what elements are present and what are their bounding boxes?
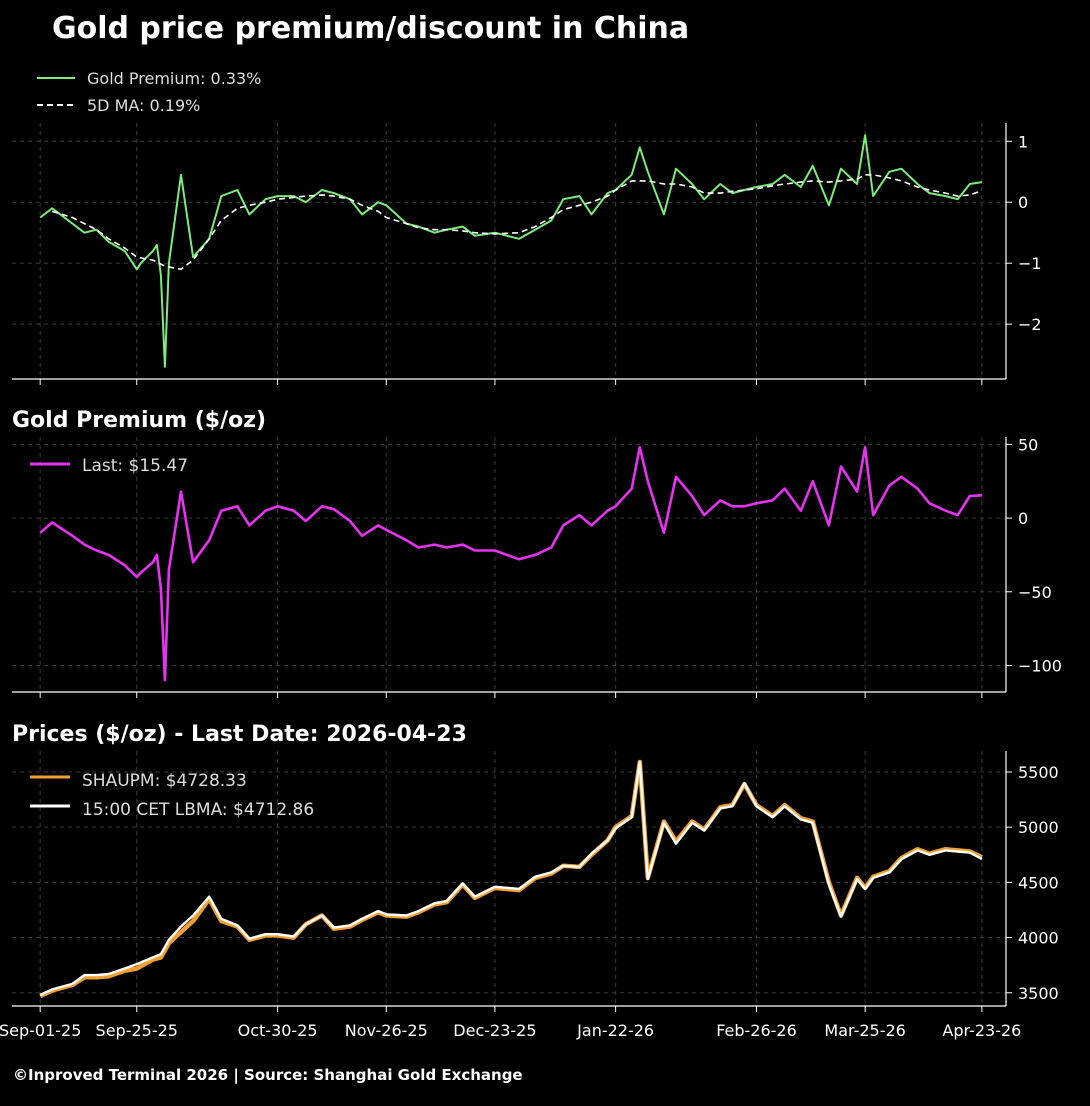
y-tick-label: 4000 (1018, 929, 1059, 948)
x-tick-label: Dec-23-25 (453, 1021, 536, 1040)
panel-1-grid (12, 123, 1007, 380)
footer-source: ©Inproved Terminal 2026 | Source: Shangh… (13, 1066, 523, 1085)
panel-2-legend: Last: $15.47 (30, 456, 188, 476)
series-line-gold-premium (39, 134, 983, 368)
y-tick-label: 1 (1018, 132, 1028, 151)
y-tick-label: 3500 (1018, 984, 1059, 1003)
x-tick-label: Sep-25-25 (96, 1021, 178, 1040)
panel-3-series (39, 759, 983, 999)
x-tick-label: Mar-25-26 (824, 1021, 905, 1040)
y-tick-label: 4500 (1018, 873, 1059, 892)
panel-prices: Prices ($/oz) - Last Date: 2026-04-23 55… (0, 722, 1059, 1040)
y-tick-label: 0 (1018, 193, 1028, 212)
panel-1-xticks (39, 379, 983, 385)
legend-label-last: Last: $15.47 (82, 456, 188, 476)
y-tick-label: 5000 (1018, 818, 1059, 837)
panel-2-xticks (39, 692, 983, 698)
y-tick-label: 5500 (1018, 763, 1059, 782)
y-tick-label: −1 (1018, 254, 1042, 273)
panel-3-legend: SHAUPM: $4728.33 15:00 CET LBMA: $4712.8… (30, 771, 314, 820)
panel-2-yticks: 50 0 −50 −100 (1006, 435, 1062, 675)
panel-1-series (39, 134, 983, 368)
x-tick-label: Oct-30-25 (238, 1021, 318, 1040)
panel-2-grid (12, 437, 1007, 693)
panel-1-legend: Gold Premium: 0.33% 5D MA: 0.19% (37, 69, 261, 115)
y-tick-label: −100 (1018, 656, 1062, 675)
panel-1-yticks: 1 0 −1 −2 (1006, 132, 1042, 334)
y-tick-label: −50 (1018, 583, 1052, 602)
legend-label-lbma: 15:00 CET LBMA: $4712.86 (82, 800, 314, 820)
x-tick-label: Apr-23-26 (942, 1021, 1021, 1040)
legend-label-shaupm: SHAUPM: $4728.33 (82, 771, 247, 791)
panel-premium-usd: Gold Premium ($/oz) 50 0 −50 −100 Last: $15… (12, 408, 1062, 698)
x-tick-label: Jan-22-26 (576, 1021, 654, 1040)
series-line-last (39, 445, 982, 682)
panel-3-title: Prices ($/oz) - Last Date: 2026-04-23 (12, 722, 467, 747)
x-tick-label: Sep-01-25 (0, 1021, 81, 1040)
panel-3-yticks: 5500 5000 4500 4000 3500 (1006, 763, 1059, 1003)
panel-2-title: Gold Premium ($/oz) (12, 408, 266, 433)
chart-title: Gold price premium/discount in China (52, 11, 689, 46)
y-tick-label: 50 (1018, 435, 1038, 454)
series-line-5d-ma (51, 174, 983, 271)
x-tick-label: Feb-26-26 (716, 1021, 797, 1040)
panel-3-grid (12, 751, 1007, 1007)
panel-premium-pct: 1 0 −1 −2 Gold Premium: 0.33% 5D MA: 0.19% (12, 69, 1042, 385)
y-tick-label: −2 (1018, 315, 1042, 334)
panel-2-series (39, 445, 982, 682)
legend-label-ma: 5D MA: 0.19% (87, 96, 200, 115)
series-line-shaupm (39, 759, 983, 999)
x-tick-label: Nov-26-25 (345, 1021, 428, 1040)
y-tick-label: 0 (1018, 509, 1028, 528)
series-line-15-00-cet-lbma (39, 760, 983, 997)
legend-label-premium: Gold Premium: 0.33% (87, 69, 261, 88)
panel-3-xticks: Sep-01-25 Sep-25-25 Oct-30-25 Nov-26-25 Dec-… (0, 1006, 1021, 1040)
